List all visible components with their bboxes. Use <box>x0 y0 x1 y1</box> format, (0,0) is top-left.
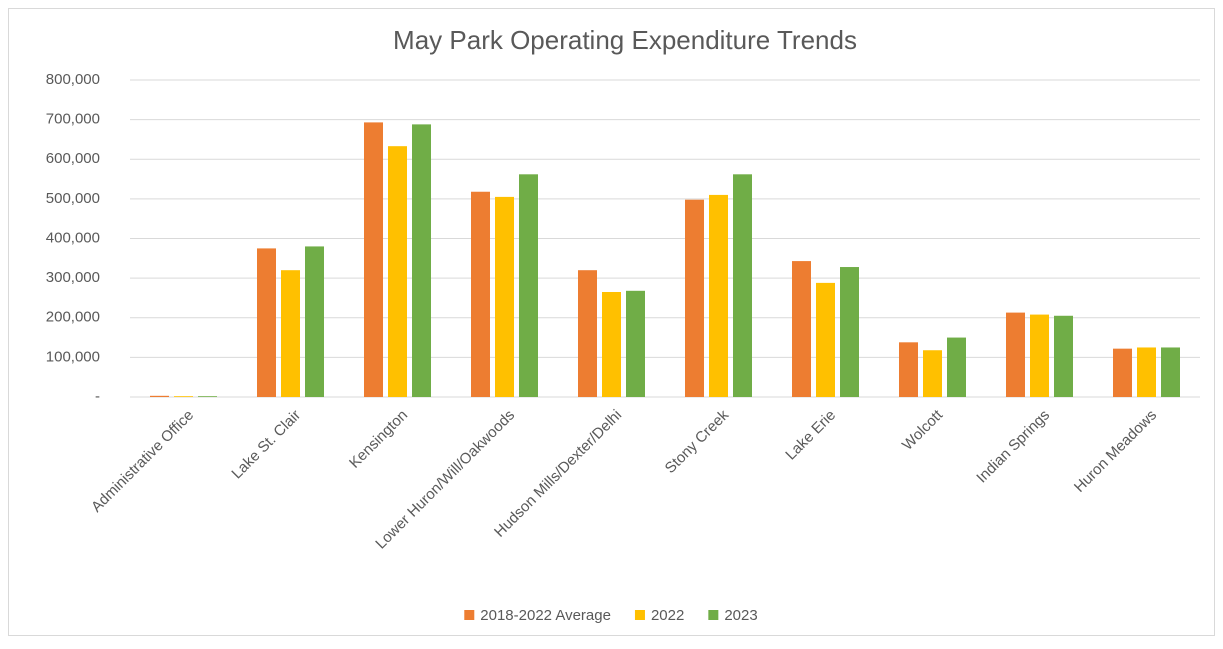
bar <box>519 174 538 397</box>
bar <box>388 146 407 397</box>
bar <box>947 337 966 397</box>
bar <box>412 124 431 397</box>
legend-label: 2023 <box>724 607 757 624</box>
bar <box>1006 312 1025 397</box>
bar <box>364 122 383 398</box>
bar <box>305 246 324 397</box>
y-tick-label: 600,000 <box>46 150 100 167</box>
y-tick-label: 100,000 <box>46 348 100 365</box>
bar <box>602 291 621 397</box>
y-tick-label: - <box>95 388 100 405</box>
bar <box>792 261 811 397</box>
legend-swatch <box>634 610 645 620</box>
y-tick-label: 300,000 <box>46 269 100 286</box>
chart-title: May Park Operating Expenditure Trends <box>393 25 857 55</box>
bar <box>709 194 728 397</box>
legend-label: 2022 <box>651 607 684 624</box>
bar <box>816 282 835 397</box>
bar <box>733 174 752 397</box>
bar <box>923 350 942 397</box>
y-tick-label: 500,000 <box>46 190 100 207</box>
bar <box>471 191 490 397</box>
bar <box>1113 348 1132 397</box>
bar <box>840 267 859 397</box>
legend-label: 2018-2022 Average <box>480 607 611 624</box>
bar <box>1137 347 1156 397</box>
bar <box>626 290 645 397</box>
bar <box>685 199 704 397</box>
bar <box>174 396 193 397</box>
legend-swatch <box>708 610 719 620</box>
bar <box>198 396 217 397</box>
y-tick-label: 800,000 <box>46 71 100 88</box>
bar <box>1161 347 1180 397</box>
legend-swatch <box>464 610 475 620</box>
y-tick-label: 200,000 <box>46 309 100 326</box>
bar <box>257 248 276 397</box>
bar <box>1054 315 1073 397</box>
bar <box>150 395 169 397</box>
bar <box>899 342 918 397</box>
bar <box>1030 314 1049 397</box>
y-tick-label: 700,000 <box>46 111 100 128</box>
y-tick-label: 400,000 <box>46 229 100 246</box>
bar <box>578 270 597 397</box>
bar <box>495 196 514 397</box>
bar <box>281 270 300 397</box>
